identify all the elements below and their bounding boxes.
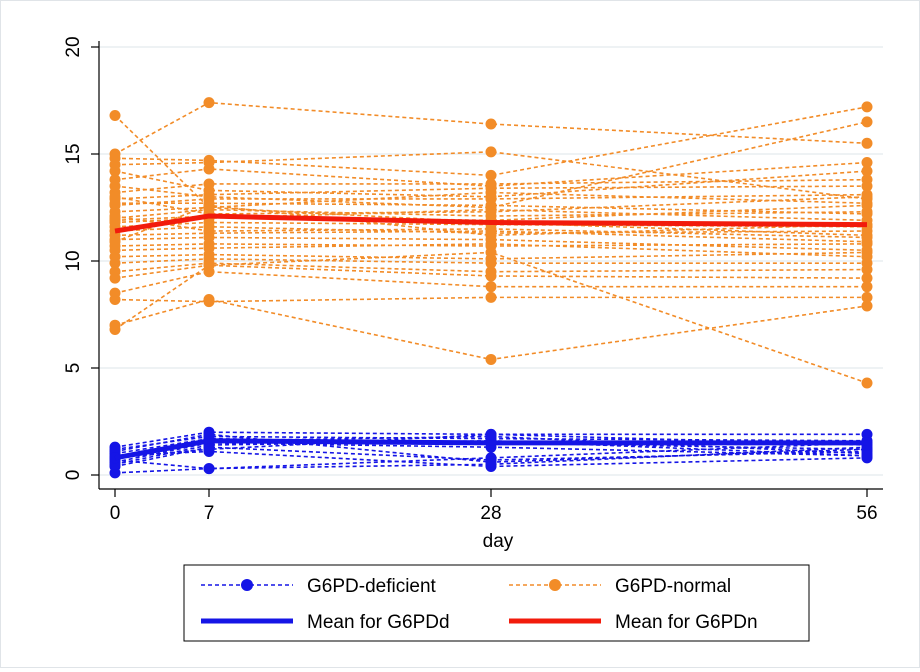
- g6pd-normal-point: [203, 184, 215, 196]
- g6pd-normal-point: [203, 259, 215, 271]
- g6pd-normal-point: [485, 191, 497, 203]
- g6pd-normal-point: [861, 180, 873, 192]
- g6pd-normal-point: [485, 281, 497, 293]
- g6pd-normal-point: [109, 294, 121, 306]
- g6pd-normal-point: [109, 180, 121, 192]
- legend-swatch-marker: [241, 579, 253, 591]
- g6pd-normal-point: [203, 97, 215, 109]
- mean-g6pdn-line: [114, 213, 868, 234]
- g6pd-normal-point: [861, 165, 873, 177]
- g6pd-normal-point: [485, 118, 497, 130]
- g6pd-normal-point: [109, 257, 121, 269]
- legend-label: Mean for G6PDn: [615, 612, 758, 633]
- g6pd-normal-point: [109, 210, 121, 222]
- g6pd-normal-point: [109, 323, 121, 335]
- g6pd-normal-point: [861, 101, 873, 113]
- legend: G6PD-deficient G6PD-normal Mean for G6PDd M…: [183, 564, 810, 642]
- g6pd-normal-point: [485, 146, 497, 158]
- g6pd-deficient-point: [861, 450, 873, 462]
- legend-swatch-marker: [549, 579, 561, 591]
- g6pd-normal-point: [203, 163, 215, 175]
- g6pd-normal-line: [114, 298, 868, 361]
- g6pd-normal-point: [861, 208, 873, 220]
- g6pd-normal-point: [203, 199, 215, 211]
- x-axis-label: day: [483, 531, 514, 552]
- mean-g6pdd-line: [114, 438, 867, 461]
- y-tick-label: 5: [63, 363, 84, 374]
- series-g6pd-deficient: [109, 426, 873, 479]
- g6pd-normal-point: [485, 353, 497, 365]
- g6pd-normal-point: [861, 116, 873, 128]
- y-tick-label: 20: [63, 36, 84, 57]
- ticks: 0 5 10 15 20 0 7 28 56: [63, 36, 878, 524]
- g6pd-normal-point: [861, 246, 873, 258]
- g6pd-normal-point: [861, 291, 873, 303]
- g6pd-normal-point: [109, 165, 121, 177]
- legend-label: Mean for G6PDd: [307, 612, 450, 633]
- g6pd-normal-point: [861, 191, 873, 203]
- g6pd-normal-point: [485, 291, 497, 303]
- g6pd-normal-point: [861, 377, 873, 389]
- g6pd-normal-point: [485, 169, 497, 181]
- g6pd-deficient-point: [485, 428, 497, 440]
- g6pd-normal-point: [485, 270, 497, 282]
- g6pd-deficient-point: [203, 443, 215, 455]
- g6pd-deficient-line: [114, 433, 868, 463]
- x-tick-label: 28: [480, 503, 501, 524]
- g6pd-normal-line: [114, 114, 868, 237]
- g6pd-normal-line: [114, 106, 868, 177]
- g6pd-normal-line: [114, 251, 868, 384]
- g6pd-deficient-point: [109, 467, 121, 479]
- y-tick-label: 0: [63, 470, 84, 481]
- g6pd-normal-point: [109, 236, 121, 248]
- legend-label: G6PD-deficient: [307, 576, 437, 597]
- g6pd-normal-line: [114, 121, 868, 209]
- x-tick-label: 7: [204, 503, 215, 524]
- g6pd-normal-point: [485, 238, 497, 250]
- g6pd-normal-point: [861, 199, 873, 211]
- g6pd-normal-point: [861, 157, 873, 169]
- g6pd-deficient-point: [485, 456, 497, 468]
- g6pd-normal-point: [861, 137, 873, 149]
- g6pd-normal-point: [861, 231, 873, 243]
- g6pd-normal-point: [861, 264, 873, 276]
- y-tick-label: 10: [63, 250, 84, 271]
- g6pd-normal-point: [485, 257, 497, 269]
- g6pd-normal-point: [861, 300, 873, 312]
- g6pd-normal-point: [485, 206, 497, 218]
- x-tick-label: 0: [110, 503, 121, 524]
- legend-box: [183, 564, 810, 642]
- g6pd-normal-point: [485, 223, 497, 235]
- g6pd-normal-point: [109, 191, 121, 203]
- series-g6pd-normal: [109, 97, 873, 389]
- g6pd-normal-point: [203, 294, 215, 306]
- g6pd-normal-point: [203, 225, 215, 237]
- g6pd-deficient-point: [203, 428, 215, 440]
- x-tick-label: 56: [856, 503, 877, 524]
- g6pd-deficient-point: [203, 463, 215, 475]
- g6pd-normal-point: [485, 246, 497, 258]
- g6pd-normal-line: [114, 101, 868, 155]
- mean-lines: [114, 213, 868, 461]
- legend-label: G6PD-normal: [615, 576, 731, 597]
- g6pd-normal-point: [861, 272, 873, 284]
- y-tick-label: 15: [63, 143, 84, 164]
- g6pd-normal-point: [861, 281, 873, 293]
- g6pd-normal-point: [109, 272, 121, 284]
- g6pd-normal-point: [109, 109, 121, 121]
